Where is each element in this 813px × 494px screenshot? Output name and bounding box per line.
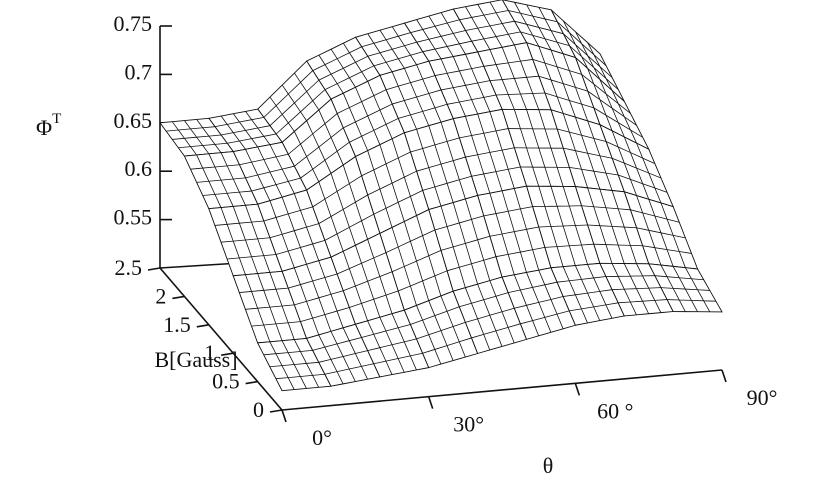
surface-patch [501,267,576,340]
surface-mesh [312,327,374,385]
y-tick-label: 0 [253,397,264,422]
z-tick-label: 0.55 [114,205,153,230]
surface-mesh [410,295,472,365]
surface-mesh [385,64,448,130]
y-tick [269,409,283,413]
z-tick-label: 0.7 [125,59,153,84]
y-tick-label: 1 [204,340,215,365]
x-tick-label: 90° [747,385,778,410]
surface-mesh [654,264,716,313]
y-tick [245,380,258,385]
surface-mesh [312,164,374,252]
surface-mesh [190,152,252,208]
back-axis [159,262,241,269]
y-tick [147,267,161,271]
x-tick-label: 0° [312,425,332,450]
surface-mesh [581,187,643,264]
surface-mesh [508,269,570,336]
x-tick [574,383,581,396]
y-tick-label: 0.5 [212,369,240,394]
surface-mesh [263,339,325,390]
surface-mesh [288,260,350,336]
surface-patch [159,117,235,157]
z-label-symbol: Φ [36,115,52,140]
x-tick [281,409,287,423]
surface-patch [256,337,332,392]
x-axis [281,369,723,411]
surface-mesh [385,215,448,306]
y-tick [196,324,209,328]
x-tick-label: 30° [453,412,484,437]
surface-mesh [434,198,497,288]
surface-mesh [459,280,521,351]
surface-mesh [239,272,301,342]
x-axis-label: θ [543,453,554,478]
surface-mesh [214,111,277,150]
surface-mesh [361,313,423,375]
z-tick-label: 0.65 [114,108,153,133]
y-axis-label: B[Gauss] [154,347,237,372]
y-tick-label: 1.5 [163,312,191,337]
y-axis [159,267,283,411]
y-tick-label: 2 [155,283,166,308]
x-tick [427,396,434,409]
z-axis-label: ΦT [36,111,61,140]
x-tick [721,369,727,383]
surface-mesh [508,109,570,187]
z-label-superscript: T [52,111,61,127]
surface-mesh [630,195,692,268]
surface-mesh [336,239,399,321]
surface-mesh [557,113,619,191]
surface-mesh [361,138,423,228]
x-tick-label: 60 ° [597,398,633,423]
surface-mesh [336,81,399,151]
z-tick-label: 0.6 [125,156,153,181]
surface-mesh [532,186,594,267]
y-tick-label: 2.5 [115,255,143,280]
surface-mesh [263,70,326,135]
surface-mesh [459,111,521,194]
surface-patch [403,290,479,369]
y-tick [172,295,185,300]
surface-mesh [556,20,619,91]
surface-mesh [581,68,643,144]
surface-mesh [532,46,594,122]
surface-mesh [239,144,301,201]
surface-mesh [556,264,619,324]
surface-patch [403,118,479,211]
y-tick [221,352,234,356]
surface-mesh [410,12,472,60]
surface-mesh [483,188,545,275]
z-tick-label: 0.75 [114,11,153,36]
surface-mesh [605,263,668,316]
surface-patch [330,74,405,158]
surface-mesh [483,44,545,110]
surface-mesh [434,54,497,117]
surface-mesh [214,205,277,275]
surface-mesh [263,193,325,268]
surface-mesh [410,122,472,207]
surface-mesh [605,130,668,204]
surface-patch [477,42,552,111]
surface-mesh [166,119,228,156]
surface-mesh [508,2,570,55]
surface-mesh [459,1,521,50]
surface-mesh [312,42,375,94]
surface-mesh [288,109,350,182]
surface-mesh [361,26,423,73]
